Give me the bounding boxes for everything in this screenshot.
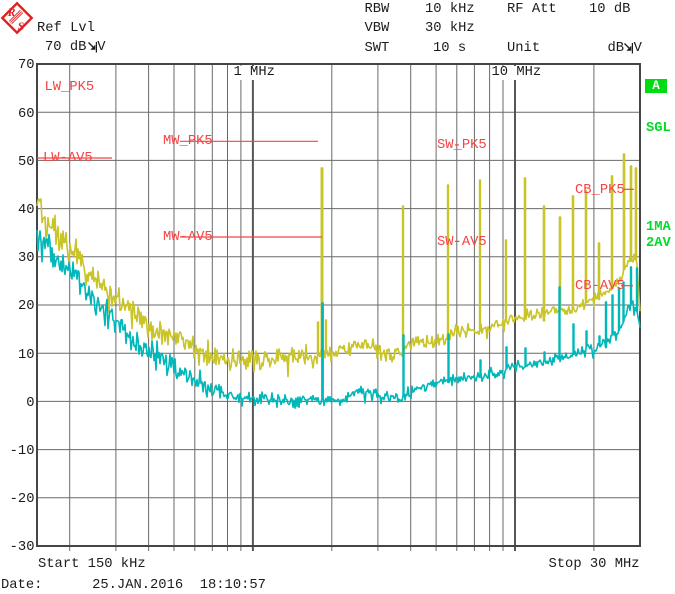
svg-text:R: R (7, 7, 16, 19)
svg-text:S: S (18, 21, 24, 33)
